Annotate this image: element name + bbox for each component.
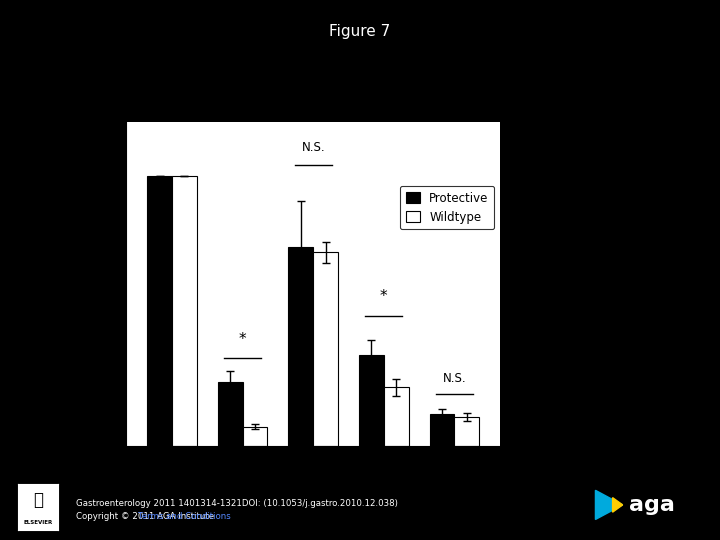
Text: Figure 7: Figure 7: [329, 24, 391, 39]
Text: *: *: [380, 289, 387, 303]
Bar: [218, 382, 243, 446]
Bar: [289, 247, 313, 446]
Bar: [430, 415, 454, 446]
Text: N.S.: N.S.: [443, 372, 467, 384]
Bar: [147, 176, 172, 445]
Y-axis label: Relative ATP quantity: Relative ATP quantity: [81, 212, 94, 355]
Text: Terms and Conditions: Terms and Conditions: [138, 512, 231, 521]
Text: 🐘: 🐘: [33, 491, 42, 509]
Text: Gastroenterology 2011 1401314-1321DOI: (10.1053/j.gastro.2010.12.038): Gastroenterology 2011 1401314-1321DOI: (…: [76, 500, 397, 509]
Legend: Protective, Wildtype: Protective, Wildtype: [400, 186, 495, 230]
Text: Copyright © 2011 AGA Institute: Copyright © 2011 AGA Institute: [76, 512, 219, 521]
Bar: [359, 355, 384, 445]
Text: N.S.: N.S.: [302, 141, 325, 154]
Text: ELSEVIER: ELSEVIER: [23, 519, 53, 524]
Bar: [384, 388, 408, 445]
Bar: [172, 176, 197, 445]
Polygon shape: [613, 498, 623, 512]
Bar: [243, 427, 267, 446]
Text: *: *: [239, 332, 246, 347]
Bar: [313, 253, 338, 446]
Polygon shape: [595, 490, 623, 519]
Text: aga: aga: [629, 495, 675, 515]
Bar: [454, 417, 480, 445]
